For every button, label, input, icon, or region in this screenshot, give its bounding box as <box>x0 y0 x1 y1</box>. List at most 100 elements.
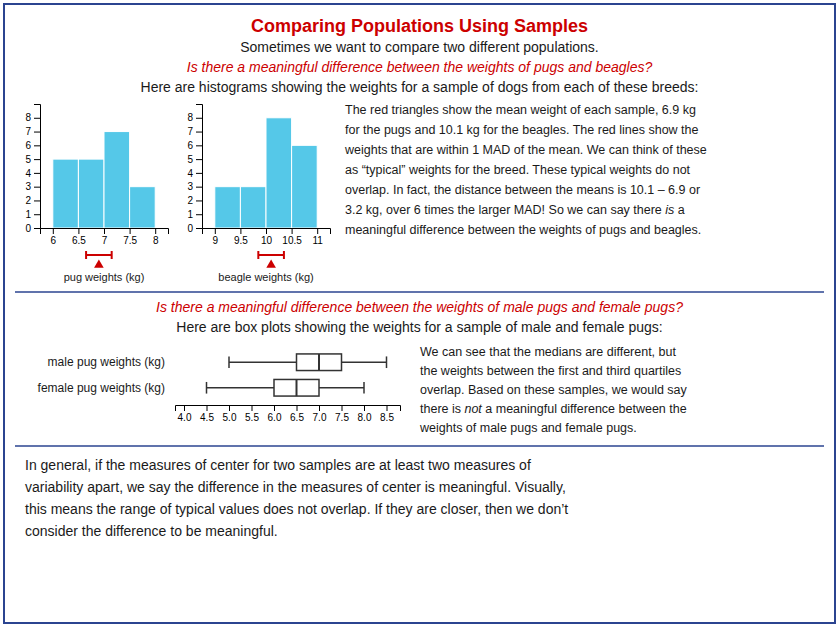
tick-mark <box>34 159 40 160</box>
mean-mad <box>258 251 284 268</box>
box-body <box>274 379 319 396</box>
bar <box>240 187 266 228</box>
paragraph-line: the weights between the first and third … <box>420 364 681 378</box>
tick-label: 7.0 <box>313 412 327 423</box>
tick-mark <box>34 118 40 119</box>
tick: 3 <box>187 181 202 192</box>
annotation-part: 3.2 kg, over 6 times the larger MAD! So … <box>345 203 665 217</box>
tick-label: 7.5 <box>123 235 137 246</box>
whisker <box>342 361 387 363</box>
tick: 10 <box>261 228 273 246</box>
tick-mark <box>196 159 202 160</box>
tick-label: 4 <box>25 168 31 179</box>
mad-cap <box>85 251 87 259</box>
tick: 9.5 <box>234 228 248 246</box>
tick-mark <box>34 200 40 201</box>
tick: 1 <box>25 209 40 220</box>
mad-line <box>86 254 112 256</box>
tick: 6 <box>51 228 57 246</box>
tick: 8 <box>153 228 159 246</box>
box-body <box>297 354 342 371</box>
paragraph-line: overlap. In fact, the distance between t… <box>345 183 700 197</box>
boxes <box>207 354 387 396</box>
tick-label: 3 <box>187 181 193 192</box>
tick-mark <box>34 228 40 229</box>
median <box>296 379 298 396</box>
tick: 9 <box>213 228 219 246</box>
bar <box>53 159 79 228</box>
mean-mad <box>86 251 112 268</box>
tick-mark <box>34 173 40 174</box>
tick: 11 <box>313 228 324 246</box>
tick: 6.0 <box>268 405 282 423</box>
annotation-part: is <box>665 203 674 217</box>
y-axis-line <box>196 105 203 229</box>
bar <box>292 145 318 228</box>
paragraph-line: The red triangles show the mean weight o… <box>345 103 696 117</box>
x-axis: 66.577.58 <box>41 228 169 246</box>
tick-label: 6.5 <box>72 235 86 246</box>
tick-label: 5.0 <box>223 412 237 423</box>
tick-label: 7 <box>187 126 193 137</box>
paragraph-line: meaningful difference between the weight… <box>345 223 701 237</box>
divider <box>15 445 824 447</box>
row-label: male pug weights (kg) <box>48 355 165 369</box>
paragraph-line: 3.2 kg, over 6 times the larger MAD! So … <box>345 203 685 217</box>
tick-label: 3 <box>25 181 31 192</box>
box-plot: male pug weights (kg)female pug weights … <box>38 354 401 423</box>
tick-label: 2 <box>25 195 31 206</box>
tick: 5 <box>187 154 202 165</box>
tick-mark <box>240 228 241 234</box>
tick-label: 10 <box>261 235 273 246</box>
tick: 7.5 <box>335 405 349 423</box>
annotation-part: a meaningful difference between the <box>482 402 687 416</box>
histogram: 99.51010.511012345678beagle weights (kg) <box>187 105 330 284</box>
bar <box>104 132 130 228</box>
tick-mark <box>297 405 298 411</box>
tick-mark <box>215 228 216 234</box>
tick-label: 5 <box>187 154 193 165</box>
tick-label: 1 <box>187 209 193 220</box>
tick-mark <box>207 405 208 411</box>
tick-mark <box>274 405 275 411</box>
tick-mark <box>229 405 230 411</box>
box-texts: Is there a meaningful difference between… <box>25 299 688 539</box>
tick-label: 8 <box>25 112 31 123</box>
tick-mark <box>34 145 40 146</box>
annotation-part: not <box>464 402 482 416</box>
mean-marker <box>266 259 276 267</box>
tick: 3 <box>25 181 40 192</box>
tick-mark <box>34 187 40 188</box>
question: Is there a meaningful difference between… <box>187 59 653 75</box>
bar <box>78 159 104 228</box>
tick: 4 <box>25 168 40 179</box>
tick-label: 6.5 <box>290 412 304 423</box>
x-axis-title: pug weights (kg) <box>64 271 145 283</box>
whisker <box>229 361 297 363</box>
tick-mark <box>196 200 202 201</box>
title: Comparing Populations Using Samples <box>251 16 588 36</box>
whisker-cap <box>363 382 365 394</box>
tick-label: 6 <box>25 140 31 151</box>
tick-label: 6.0 <box>268 412 282 423</box>
bars <box>215 118 317 228</box>
tick-mark <box>266 228 267 234</box>
top-texts: Comparing Populations Using SamplesSomet… <box>141 16 707 237</box>
footer-line: this means the range of typical values d… <box>25 501 568 517</box>
tick: 8.0 <box>358 405 372 423</box>
box <box>207 379 365 396</box>
tick: 8 <box>25 112 40 123</box>
box <box>229 354 387 371</box>
tick: 5 <box>25 154 40 165</box>
tick-mark <box>34 132 40 133</box>
tick-label: 8.0 <box>358 412 372 423</box>
tick-mark <box>196 118 202 119</box>
paragraph-line: overlap. Based on these samples, we woul… <box>420 383 688 397</box>
tick-label: 1 <box>25 209 31 220</box>
intro: Here are histograms showing the weights … <box>141 79 699 95</box>
border <box>4 4 835 623</box>
tick: 7 <box>25 126 40 137</box>
bar <box>215 187 241 228</box>
whisker-cap <box>228 356 230 368</box>
tick-label: 7 <box>25 126 31 137</box>
